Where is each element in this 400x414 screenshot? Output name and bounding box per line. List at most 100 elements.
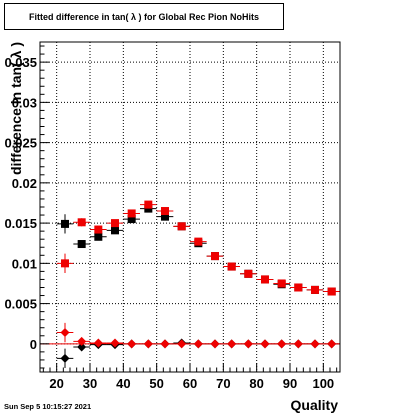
data-point (90, 225, 107, 234)
axis-ticks (40, 45, 338, 372)
square-marker (211, 252, 219, 261)
diamond-marker (60, 353, 70, 363)
square-marker (144, 200, 153, 209)
x-tick-label: 70 (216, 376, 230, 391)
grid-lines (40, 42, 340, 372)
data-point (173, 339, 190, 349)
diamond-marker (310, 339, 320, 349)
data-point (273, 339, 290, 349)
data-point (306, 339, 324, 349)
square-marker (161, 207, 169, 216)
series-0 (56, 204, 340, 296)
y-tick-label: 0.03 (12, 95, 37, 110)
square-marker (227, 262, 236, 271)
y-tick-label: 0.025 (4, 136, 37, 151)
square-marker (94, 232, 103, 241)
diamond-marker (93, 338, 103, 348)
data-point (56, 253, 74, 273)
diamond-marker (77, 342, 87, 352)
data-point (206, 252, 224, 261)
x-tick-label: 20 (49, 376, 63, 391)
square-marker (94, 225, 103, 234)
diamond-marker (177, 339, 187, 349)
data-point (290, 283, 307, 292)
data-point (206, 339, 224, 349)
square-marker (261, 275, 269, 284)
axis-labels: 20 30 40 50 60 70 80 90 100 0 0.005 0.01 0.015 0.02 0.… (4, 42, 338, 413)
y-tick-label: 0.015 (4, 216, 37, 231)
data-point (123, 339, 140, 349)
x-tick-label: 50 (149, 376, 163, 391)
square-marker (194, 237, 203, 246)
square-marker (61, 219, 69, 228)
data-point (56, 214, 74, 234)
square-marker (127, 209, 136, 218)
square-marker (161, 212, 169, 221)
data-point (173, 222, 190, 231)
diamond-marker (60, 328, 70, 338)
data-point (73, 240, 90, 249)
diamond-marker (77, 336, 87, 346)
data-point (223, 262, 240, 271)
x-axis-label: Quality (291, 397, 339, 413)
diamond-marker (277, 339, 287, 349)
data-point (140, 339, 157, 349)
y-tick-label: 0.005 (4, 297, 37, 312)
x-tick-label: 30 (83, 376, 97, 391)
square-marker (77, 218, 86, 227)
diamond-marker (160, 339, 170, 349)
data-point (123, 215, 140, 224)
diamond-marker (193, 339, 203, 349)
square-marker (177, 222, 186, 231)
diamond-marker (327, 339, 337, 349)
data-point (256, 275, 274, 284)
square-marker (277, 279, 286, 288)
diamond-marker (260, 339, 270, 349)
data-point (73, 336, 90, 346)
y-tick-label: 0.01 (12, 256, 37, 271)
data-point (106, 219, 124, 228)
diamond-marker (227, 339, 237, 349)
square-marker (111, 219, 119, 228)
square-marker (111, 226, 119, 235)
data-point (156, 207, 174, 216)
data-point (140, 200, 157, 209)
x-tick-label: 80 (249, 376, 263, 391)
timestamp: Sun Sep 5 10:15:27 2021 (4, 402, 92, 411)
square-marker (311, 285, 319, 294)
data-point (273, 279, 290, 288)
square-marker (61, 259, 69, 268)
data-point (156, 339, 174, 349)
diamond-marker (127, 339, 137, 349)
data-point (240, 269, 257, 278)
series-1 (56, 200, 340, 296)
diamond-marker (143, 339, 153, 349)
data-marks (56, 200, 340, 368)
data-point (190, 339, 207, 349)
x-tick-label: 100 (312, 376, 334, 391)
y-tick-label: 0.035 (4, 55, 37, 70)
data-point (106, 226, 124, 235)
chart-title: Fitted difference in tan( λ ) for Global… (4, 3, 284, 30)
data-point (56, 348, 74, 368)
data-point (90, 232, 107, 241)
square-marker (144, 204, 153, 213)
data-point (306, 285, 324, 294)
diamond-marker (210, 339, 220, 349)
square-marker (327, 287, 336, 296)
data-point (56, 322, 74, 343)
data-point (156, 212, 174, 221)
x-tick-label: 90 (283, 376, 297, 391)
y-tick-label: 0.02 (12, 176, 37, 191)
data-point (240, 339, 257, 349)
y-axis-label: difference in tan( λ ) (8, 42, 24, 175)
square-marker (77, 240, 86, 249)
data-point (123, 209, 140, 218)
data-point (256, 339, 274, 349)
data-point (90, 338, 107, 348)
data-point (323, 339, 340, 349)
diamond-marker (243, 339, 253, 349)
data-point (106, 338, 124, 348)
x-tick-label: 40 (116, 376, 130, 391)
